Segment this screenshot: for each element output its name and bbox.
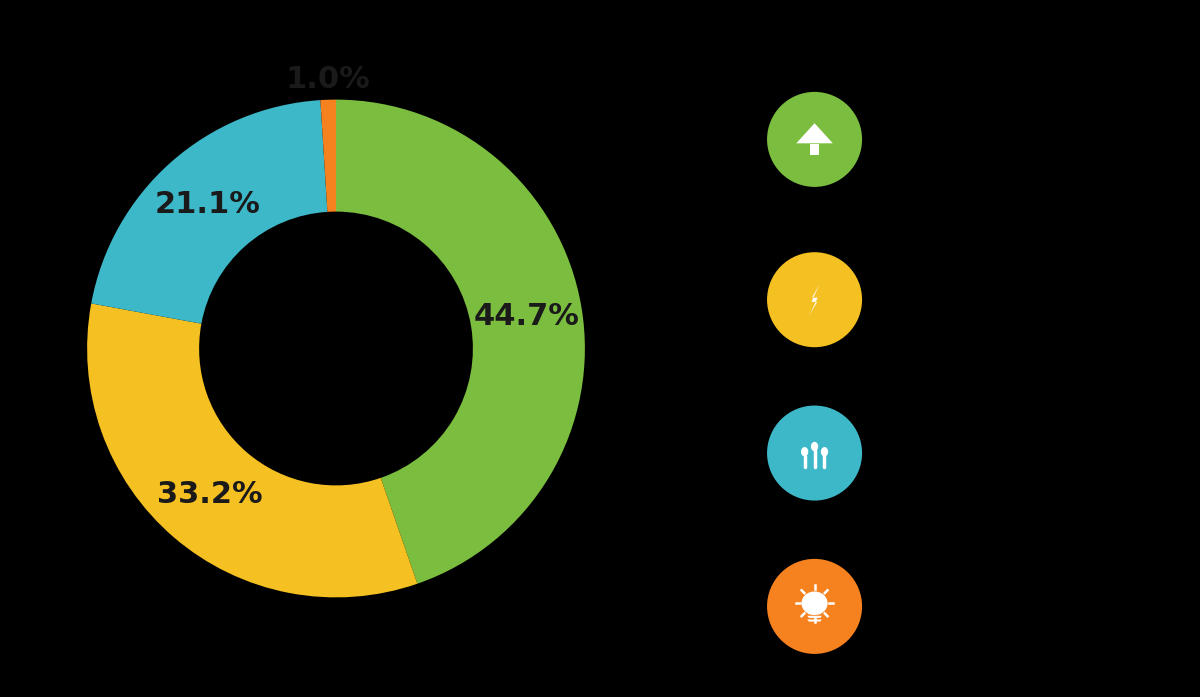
Wedge shape	[88, 303, 418, 597]
Ellipse shape	[811, 442, 818, 451]
Text: 33.2%: 33.2%	[157, 480, 263, 510]
Wedge shape	[320, 100, 336, 212]
Text: 21.1%: 21.1%	[155, 190, 260, 219]
Ellipse shape	[800, 447, 809, 457]
Polygon shape	[809, 284, 820, 315]
Polygon shape	[808, 612, 822, 614]
Ellipse shape	[802, 592, 828, 615]
Wedge shape	[91, 100, 328, 323]
Polygon shape	[808, 615, 822, 618]
Polygon shape	[797, 123, 833, 144]
Ellipse shape	[767, 92, 862, 187]
Polygon shape	[810, 144, 820, 155]
Ellipse shape	[821, 447, 828, 457]
Text: 44.7%: 44.7%	[473, 302, 580, 331]
Polygon shape	[808, 620, 822, 622]
Text: 1.0%: 1.0%	[286, 66, 370, 94]
Ellipse shape	[767, 559, 862, 654]
Wedge shape	[336, 100, 584, 583]
Polygon shape	[800, 130, 829, 142]
Ellipse shape	[767, 406, 862, 500]
Ellipse shape	[767, 252, 862, 347]
